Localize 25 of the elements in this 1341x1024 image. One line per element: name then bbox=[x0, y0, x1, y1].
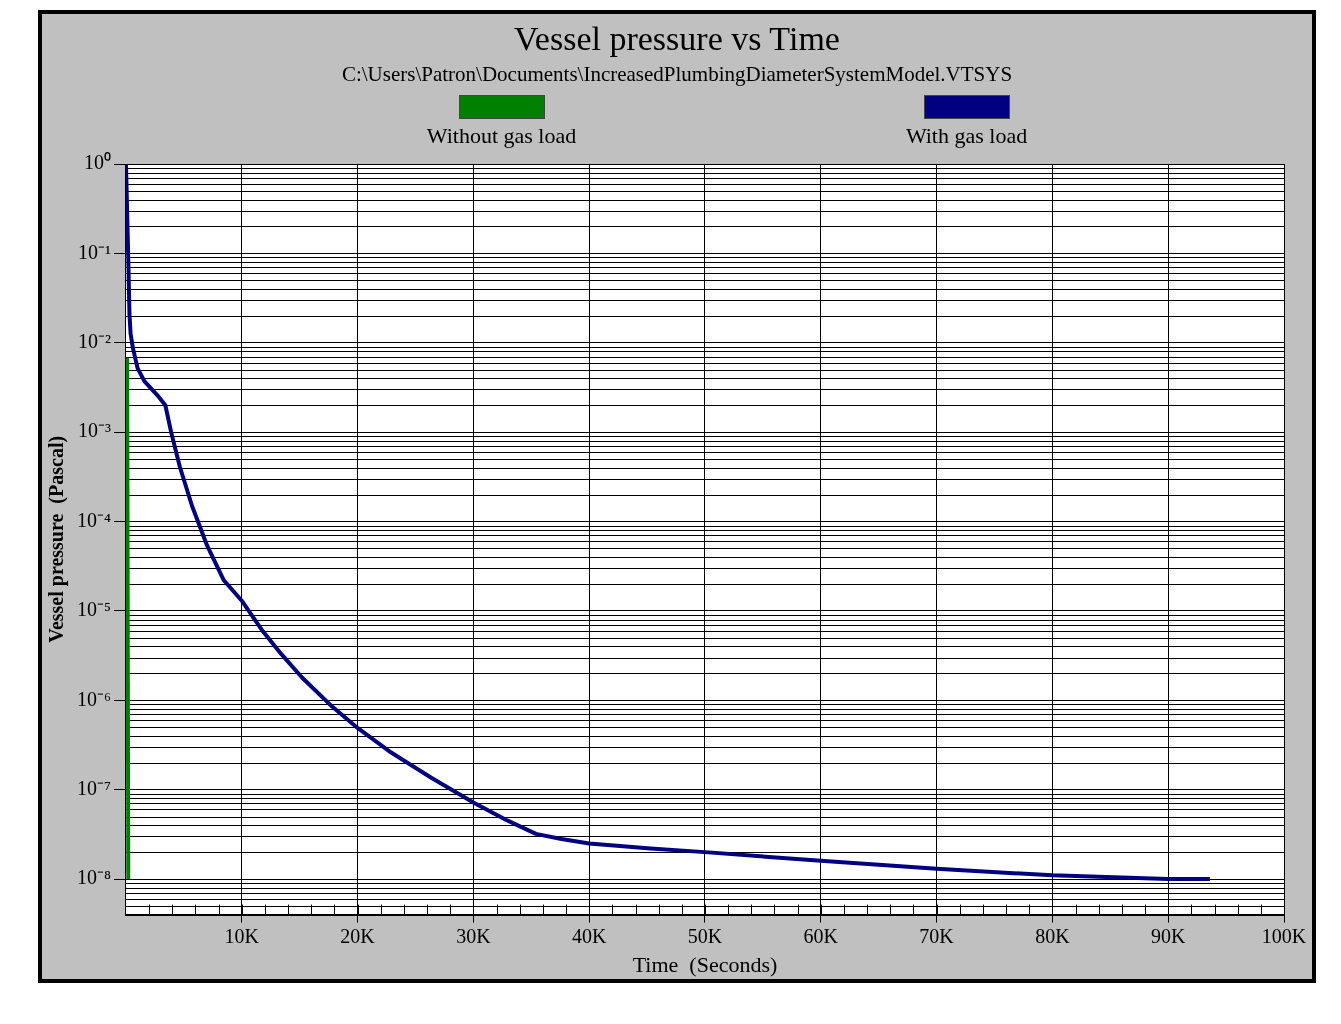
x-tick-label: 30K bbox=[456, 924, 492, 947]
y-tick-label: 10⁻¹ bbox=[77, 240, 111, 263]
y-tick-label: 10⁰ bbox=[83, 151, 111, 174]
legend-label: Without gas load bbox=[426, 123, 577, 149]
x-tick-label: 100K bbox=[1261, 924, 1307, 947]
y-tick-label: 10⁻⁶ bbox=[76, 687, 111, 710]
y-tick-label: 10⁻⁸ bbox=[76, 866, 111, 889]
x-tick-label: 10K bbox=[224, 924, 260, 947]
y-tick-label: 10⁻⁷ bbox=[76, 776, 111, 799]
x-tick-label: 40K bbox=[571, 924, 607, 947]
x-tick-label: 80K bbox=[1035, 924, 1071, 947]
x-tick-label: 60K bbox=[803, 924, 839, 947]
y-axis-title: Vessel pressure (Pascal) bbox=[45, 435, 69, 643]
chart-subtitle: C:\Users\Patron\Documents\IncreasedPlumbingDiameterSystemModel.VTSYS bbox=[340, 62, 1014, 87]
chart-title: Vessel pressure vs Time bbox=[513, 19, 841, 58]
y-tick-label: 10⁻⁴ bbox=[76, 508, 111, 531]
x-tick-label: 50K bbox=[687, 924, 723, 947]
y-tick-label: 10⁻³ bbox=[77, 419, 111, 442]
legend-label: With gas load bbox=[905, 123, 1028, 149]
x-axis-title: Time (Seconds) bbox=[632, 951, 778, 977]
x-tick-label: 70K bbox=[919, 924, 955, 947]
x-tick-label: 90K bbox=[1150, 924, 1186, 947]
y-tick-label: 10⁻⁵ bbox=[76, 598, 111, 621]
x-tick-label: 20K bbox=[340, 924, 376, 947]
y-tick-label: 10⁻² bbox=[77, 330, 111, 353]
